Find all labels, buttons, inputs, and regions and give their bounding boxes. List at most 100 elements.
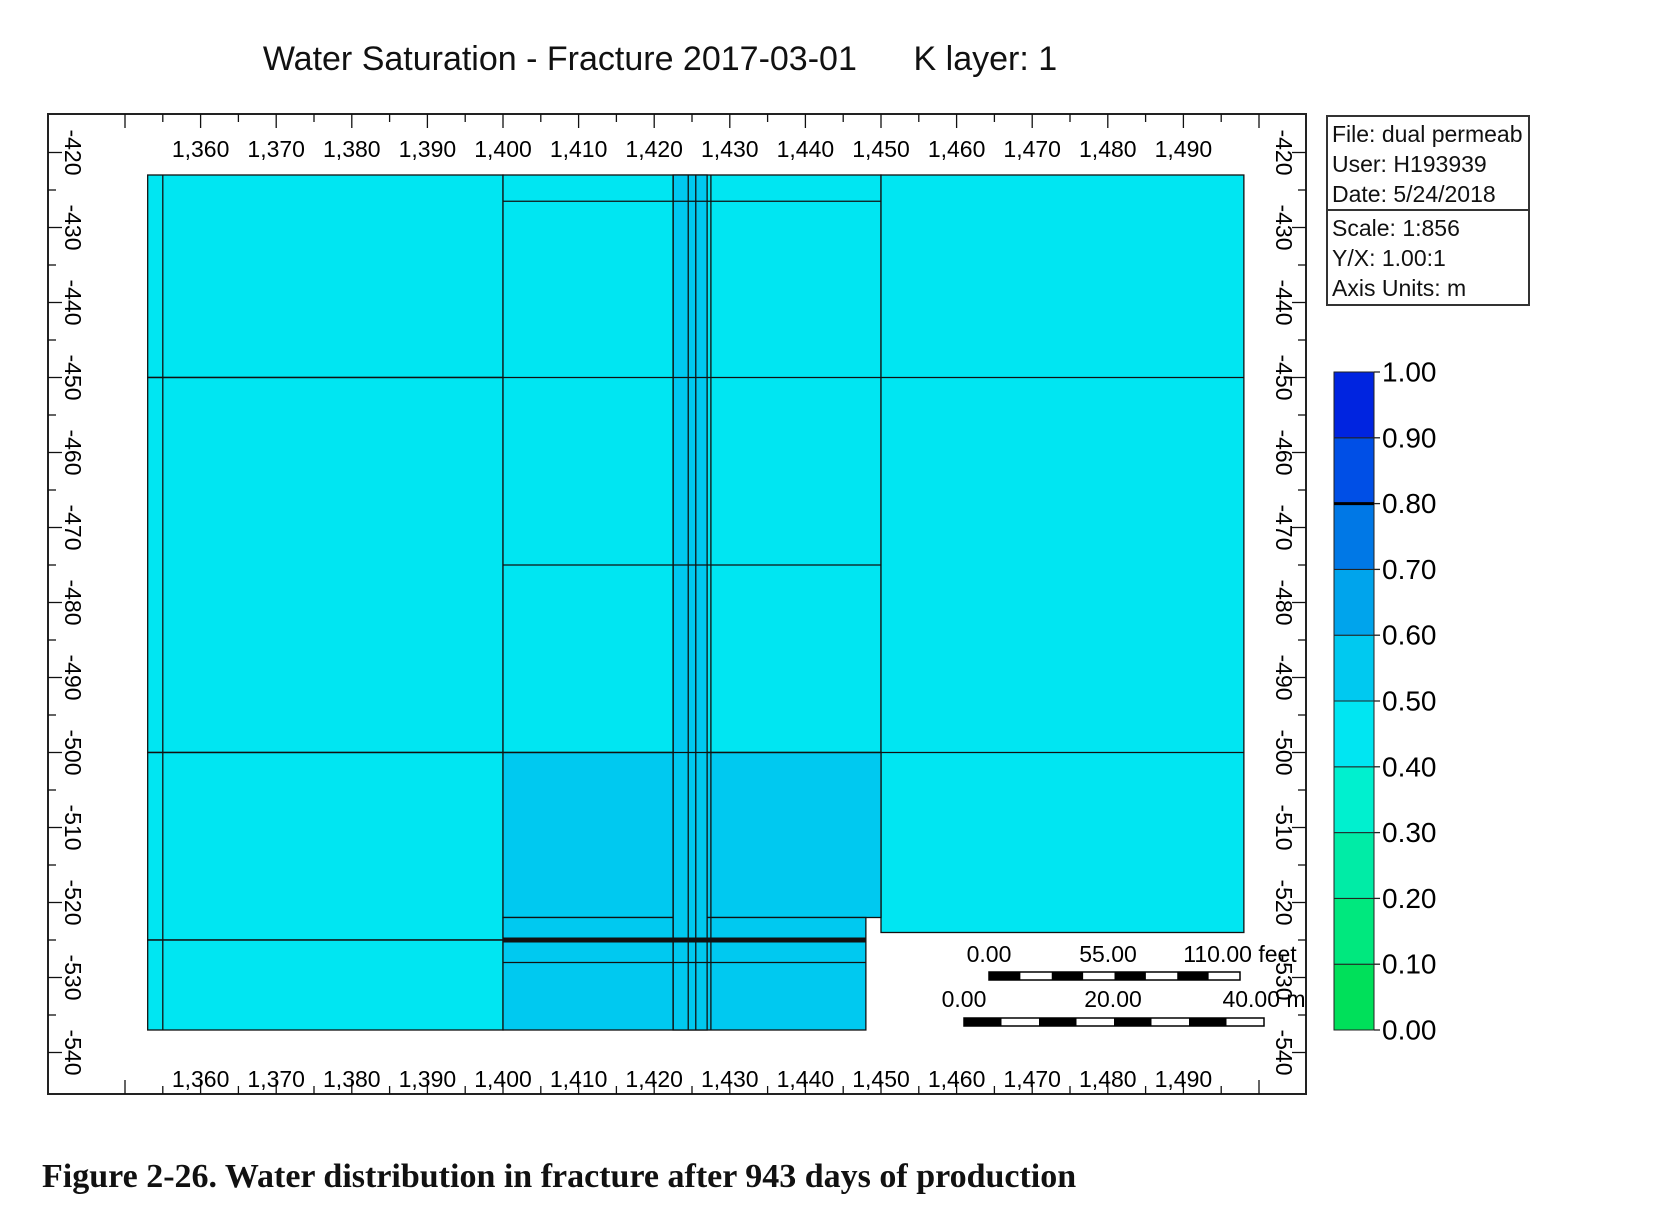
y-tick-label-right: -520 bbox=[1271, 879, 1297, 925]
x-tick-label-top: 1,430 bbox=[701, 136, 759, 162]
colorbar-segment bbox=[1333, 832, 1375, 899]
x-tick-label-bottom: 1,370 bbox=[247, 1066, 305, 1092]
y-tick-label-left: -490 bbox=[60, 654, 86, 700]
scale-bar-label-feet: 0.00 bbox=[967, 941, 1012, 967]
scale-bar-label-meters: 0.00 bbox=[942, 986, 987, 1012]
colorbar-tick-label: 1.00 bbox=[1382, 357, 1437, 388]
x-tick-label-top: 1,390 bbox=[399, 136, 457, 162]
y-tick-label-right: -450 bbox=[1271, 354, 1297, 400]
colorbar-tick-label: 0.10 bbox=[1382, 949, 1437, 980]
x-tick-label-bottom: 1,420 bbox=[625, 1066, 683, 1092]
grid-cell bbox=[147, 174, 504, 379]
info-yx-ratio: Y/X: 1.00:1 bbox=[1332, 245, 1446, 271]
x-tick-label-bottom: 1,410 bbox=[550, 1066, 608, 1092]
colorbar-tick-label: 0.60 bbox=[1382, 620, 1437, 651]
y-tick-label-left: -520 bbox=[60, 879, 86, 925]
y-tick-label-right: -510 bbox=[1271, 804, 1297, 850]
scale-bar-feet-segment bbox=[1114, 972, 1146, 980]
x-tick-label-top: 1,480 bbox=[1079, 136, 1137, 162]
x-tick-label-top: 1,360 bbox=[172, 136, 230, 162]
colorbar-tick-label: 0.90 bbox=[1382, 422, 1437, 453]
colorbar-tick-label: 0.40 bbox=[1382, 751, 1437, 782]
colorbar-tick-label: 0.20 bbox=[1382, 883, 1437, 914]
x-tick-label-top: 1,420 bbox=[625, 136, 683, 162]
y-tick-label-right: -530 bbox=[1271, 954, 1297, 1000]
y-tick-label-left: -460 bbox=[60, 429, 86, 475]
colorbar-tick-label: 0.00 bbox=[1382, 1015, 1437, 1046]
y-tick-label-right: -470 bbox=[1271, 504, 1297, 550]
grid-cell bbox=[147, 939, 504, 1031]
y-tick-label-left: -510 bbox=[60, 804, 86, 850]
info-axis-units: Axis Units: m bbox=[1332, 275, 1467, 301]
y-tick-label-left: -530 bbox=[60, 954, 86, 1000]
colorbar-segment bbox=[1333, 568, 1375, 636]
grid-cell bbox=[147, 751, 504, 941]
scale-bar-meters-segment bbox=[1039, 1018, 1077, 1026]
scale-bar-meters-segment bbox=[964, 1018, 1002, 1026]
y-tick-label-right: -480 bbox=[1271, 579, 1297, 625]
plot-frame bbox=[47, 113, 1307, 1095]
y-tick-label-left: -440 bbox=[60, 279, 86, 325]
y-tick-label-right: -440 bbox=[1271, 279, 1297, 325]
colorbar-segment bbox=[1333, 766, 1375, 834]
y-tick-label-right: -420 bbox=[1271, 129, 1297, 175]
colorbar-segment bbox=[1333, 503, 1375, 570]
x-tick-label-bottom: 1,450 bbox=[852, 1066, 910, 1092]
colorbar-tick-label: 0.80 bbox=[1382, 488, 1437, 519]
y-tick-label-right: -540 bbox=[1271, 1029, 1297, 1075]
y-tick-label-left: -480 bbox=[60, 579, 86, 625]
x-tick-label-bottom: 1,430 bbox=[701, 1066, 759, 1092]
y-tick-label-left: -470 bbox=[60, 504, 86, 550]
x-tick-label-top: 1,370 bbox=[247, 136, 305, 162]
x-tick-label-bottom: 1,380 bbox=[323, 1066, 381, 1092]
x-tick-label-bottom: 1,490 bbox=[1155, 1066, 1213, 1092]
colorbar-segment bbox=[1333, 371, 1375, 439]
x-tick-label-top: 1,400 bbox=[474, 136, 532, 162]
scale-bar-feet-segment bbox=[989, 972, 1021, 980]
colorbar-segment bbox=[1333, 897, 1375, 965]
scale-bar-label-feet: 110.00 feet bbox=[1183, 941, 1297, 967]
scale-bar-label-meters: 20.00 bbox=[1084, 986, 1142, 1012]
y-tick-label-left: -500 bbox=[60, 729, 86, 775]
scale-bar-label-feet: 55.00 bbox=[1079, 941, 1137, 967]
y-tick-label-left: -420 bbox=[60, 129, 86, 175]
x-tick-label-top: 1,450 bbox=[852, 136, 910, 162]
colorbar-tick-label: 0.30 bbox=[1382, 817, 1437, 848]
info-scale: Scale: 1:856 bbox=[1332, 215, 1460, 241]
y-tick-label-left: -450 bbox=[60, 354, 86, 400]
colorbar-segment bbox=[1333, 634, 1375, 702]
figure-caption: Figure 2-26. Water distribution in fract… bbox=[42, 1158, 1077, 1195]
chart-title: Water Saturation - Fracture 2017-03-01 K… bbox=[262, 40, 1058, 78]
y-tick-label-right: -430 bbox=[1271, 204, 1297, 250]
grid-cell bbox=[147, 376, 504, 754]
info-user: User: H193939 bbox=[1332, 151, 1487, 177]
colorbar-tick-label: 0.50 bbox=[1382, 686, 1437, 717]
scale-bar-meters-segment bbox=[1114, 1018, 1152, 1026]
x-tick-label-bottom: 1,400 bbox=[474, 1066, 532, 1092]
info-date: Date: 5/24/2018 bbox=[1332, 181, 1496, 207]
x-tick-label-top: 1,490 bbox=[1155, 136, 1213, 162]
x-tick-label-bottom: 1,360 bbox=[172, 1066, 230, 1092]
x-tick-label-bottom: 1,460 bbox=[928, 1066, 986, 1092]
y-tick-label-right: -460 bbox=[1271, 429, 1297, 475]
scale-bar-feet-segment bbox=[1177, 972, 1209, 980]
x-tick-label-bottom: 1,440 bbox=[777, 1066, 835, 1092]
grid-cell bbox=[672, 174, 708, 1031]
colorbar-segment bbox=[1333, 963, 1375, 1031]
y-tick-label-left: -540 bbox=[60, 1029, 86, 1075]
x-tick-label-top: 1,460 bbox=[928, 136, 986, 162]
scale-bar-label-meters: 40.00 m bbox=[1222, 986, 1305, 1012]
x-tick-label-bottom: 1,470 bbox=[1003, 1066, 1061, 1092]
scale-bar-feet-segment bbox=[1051, 972, 1084, 980]
x-tick-label-bottom: 1,390 bbox=[399, 1066, 457, 1092]
y-tick-label-right: -490 bbox=[1271, 654, 1297, 700]
y-tick-label-right: -500 bbox=[1271, 729, 1297, 775]
x-tick-label-bottom: 1,480 bbox=[1079, 1066, 1137, 1092]
colorbar-segment bbox=[1333, 700, 1375, 768]
scale-bar-meters-segment bbox=[1189, 1018, 1227, 1026]
info-box: File: dual permeab User: H193939 Date: 5… bbox=[1326, 115, 1530, 306]
info-file: File: dual permeab bbox=[1332, 121, 1523, 147]
y-tick-label-left: -430 bbox=[60, 204, 86, 250]
grid-cell bbox=[880, 174, 1245, 934]
